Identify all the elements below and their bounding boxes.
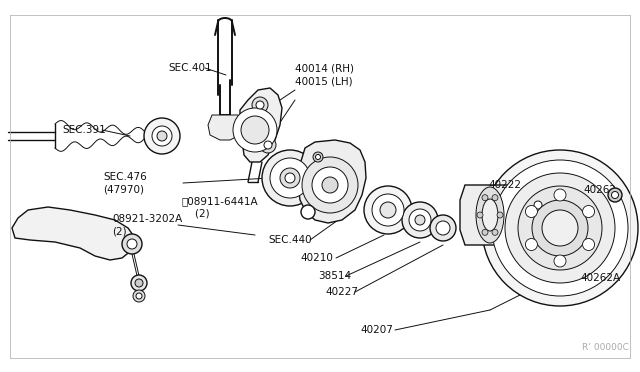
Circle shape <box>256 101 264 109</box>
Circle shape <box>477 212 483 218</box>
Circle shape <box>482 229 488 235</box>
Circle shape <box>532 200 588 256</box>
Circle shape <box>372 194 404 226</box>
Text: 40202M: 40202M <box>532 198 573 208</box>
Circle shape <box>241 116 269 144</box>
Ellipse shape <box>476 187 504 243</box>
Circle shape <box>313 152 323 162</box>
Circle shape <box>301 205 315 219</box>
Circle shape <box>482 150 638 306</box>
Polygon shape <box>208 115 242 140</box>
Polygon shape <box>12 207 135 260</box>
Circle shape <box>482 195 488 201</box>
Text: 40014 (RH)
40015 (LH): 40014 (RH) 40015 (LH) <box>295 64 354 86</box>
Circle shape <box>135 279 143 287</box>
Circle shape <box>430 215 456 241</box>
Circle shape <box>492 160 628 296</box>
Circle shape <box>409 209 431 231</box>
Circle shape <box>144 118 180 154</box>
Circle shape <box>542 210 578 246</box>
Circle shape <box>402 202 438 238</box>
Circle shape <box>152 126 172 146</box>
Text: N: N <box>305 208 311 217</box>
Circle shape <box>122 234 142 254</box>
Polygon shape <box>460 185 515 245</box>
Text: R’ 00000C: R’ 00000C <box>582 343 629 353</box>
Circle shape <box>157 131 167 141</box>
Circle shape <box>280 168 300 188</box>
Circle shape <box>415 215 425 225</box>
Text: SEC.401: SEC.401 <box>168 63 212 73</box>
Circle shape <box>497 212 503 218</box>
Circle shape <box>582 238 595 250</box>
Text: 40222: 40222 <box>488 180 521 190</box>
Circle shape <box>492 195 498 201</box>
Circle shape <box>554 189 566 201</box>
Circle shape <box>316 154 321 160</box>
Ellipse shape <box>482 199 498 231</box>
Text: SEC.440: SEC.440 <box>268 235 312 245</box>
Text: 08921-3202A
(2): 08921-3202A (2) <box>112 214 182 236</box>
Circle shape <box>534 201 542 209</box>
Circle shape <box>608 188 622 202</box>
Circle shape <box>136 293 142 299</box>
Circle shape <box>131 275 147 291</box>
Text: SEC.391: SEC.391 <box>62 125 106 135</box>
Circle shape <box>436 221 450 235</box>
Circle shape <box>364 186 412 234</box>
Text: 40210: 40210 <box>300 253 333 263</box>
Circle shape <box>525 205 538 218</box>
Text: 40227: 40227 <box>325 287 358 297</box>
Circle shape <box>492 229 498 235</box>
Circle shape <box>582 205 595 218</box>
Circle shape <box>518 186 602 270</box>
Polygon shape <box>298 140 366 223</box>
Circle shape <box>380 202 396 218</box>
Text: 40207: 40207 <box>360 325 393 335</box>
Circle shape <box>260 137 276 153</box>
Text: 38514: 38514 <box>318 271 351 281</box>
Text: 40262A: 40262A <box>580 273 620 283</box>
Circle shape <box>505 173 615 283</box>
Circle shape <box>312 167 348 203</box>
Circle shape <box>554 255 566 267</box>
Circle shape <box>133 290 145 302</box>
Circle shape <box>530 197 546 213</box>
Circle shape <box>302 157 358 213</box>
Circle shape <box>127 239 137 249</box>
Circle shape <box>233 108 277 152</box>
Circle shape <box>252 97 268 113</box>
Circle shape <box>611 192 618 199</box>
Circle shape <box>525 238 538 250</box>
Polygon shape <box>240 88 282 162</box>
Circle shape <box>262 150 318 206</box>
Circle shape <box>270 158 310 198</box>
Text: ⓝ08911-6441A
    (2): ⓝ08911-6441A (2) <box>182 196 259 218</box>
Circle shape <box>285 173 295 183</box>
Text: SEC.476
(47970): SEC.476 (47970) <box>103 172 147 194</box>
Text: 40262: 40262 <box>583 185 616 195</box>
Circle shape <box>322 177 338 193</box>
Circle shape <box>264 141 272 149</box>
